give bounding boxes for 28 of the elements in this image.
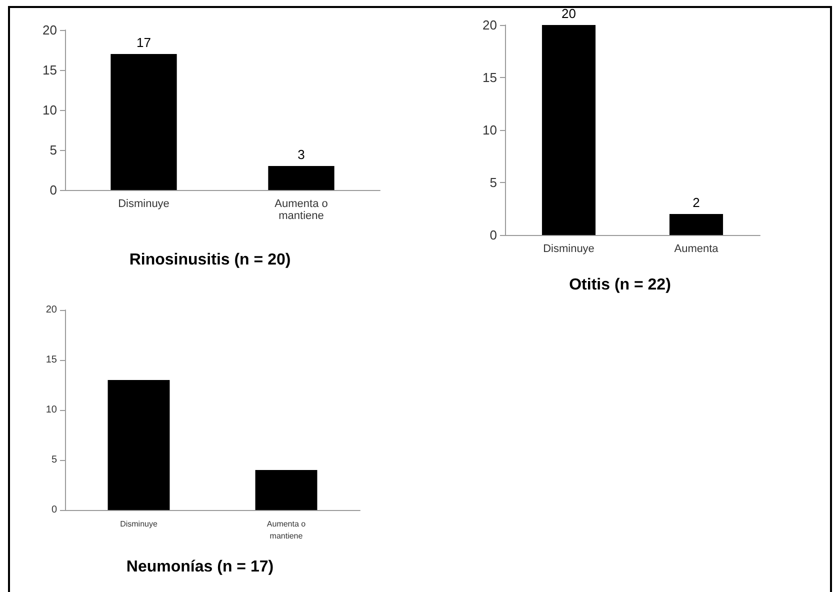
y-tick-label: 5 (490, 175, 497, 190)
x-tick-label: Disminuye (543, 243, 594, 255)
text: Otitis (n = 22) (569, 276, 671, 294)
y-tick-label: 20 (46, 304, 58, 316)
y-tick-label: 15 (482, 70, 497, 85)
x-tick-label: Disminuye (118, 198, 170, 210)
y-tick-label: 0 (51, 504, 58, 516)
text: Neumonías (n = 17) (126, 558, 274, 576)
y-tick-label: 15 (46, 354, 58, 366)
y-tick-label: 20 (42, 22, 57, 38)
y-tick-label: 10 (482, 122, 497, 138)
x-tick-label: Disminuye (120, 520, 158, 528)
x-tick-label: Aumenta (674, 243, 720, 255)
y-tick-label: 5 (50, 142, 57, 158)
data-label: 2 (692, 195, 700, 210)
y-tick-label: 0 (50, 182, 57, 198)
text: Rinosinusitis (n = 20) (129, 252, 291, 268)
data-label: 17 (136, 35, 151, 50)
y-tick-label: 5 (51, 454, 58, 466)
x-tick-label: Aumenta o mantiene (266, 520, 306, 540)
y-tick-label: 10 (42, 102, 57, 118)
y-tick-label: 20 (482, 18, 497, 32)
data-label: 20 (562, 6, 576, 21)
data-label: 3 (298, 147, 305, 162)
y-tick-label: 10 (46, 404, 58, 416)
y-tick-label: 0 (490, 228, 497, 242)
x-tick-label: Aumenta o mantiene (274, 198, 328, 222)
y-tick-label: 15 (42, 62, 57, 78)
